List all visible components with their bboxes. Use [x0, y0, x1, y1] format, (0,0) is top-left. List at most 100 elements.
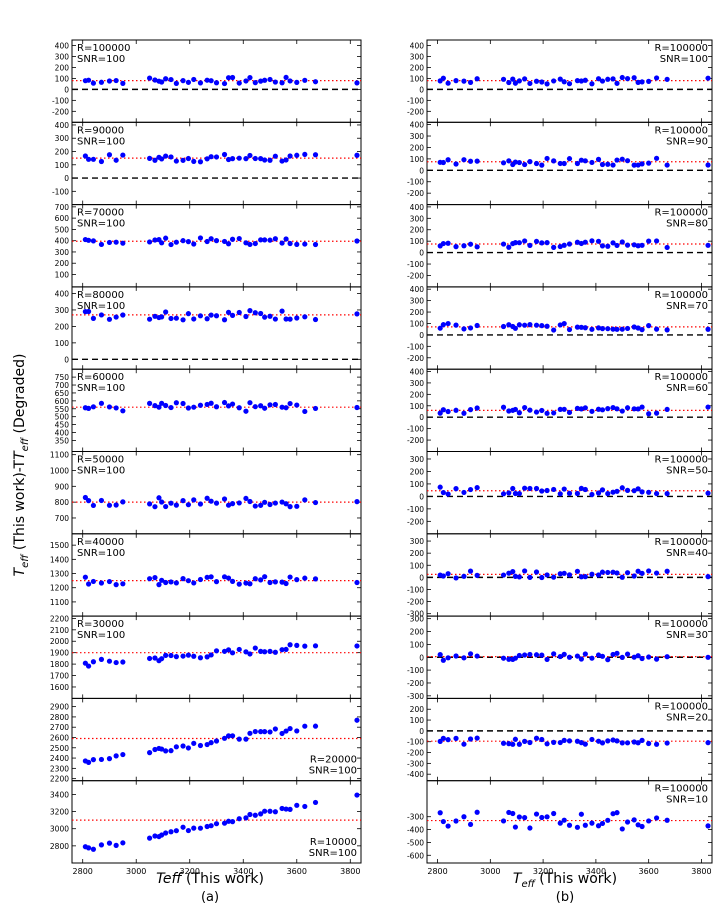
y-tick-label: -100	[52, 187, 69, 196]
data-point	[120, 751, 126, 758]
data-point	[180, 498, 186, 504]
data-point	[595, 738, 602, 744]
data-point	[279, 805, 285, 812]
data-point	[595, 652, 602, 658]
data-point	[90, 846, 97, 852]
y-tick-label: 0	[419, 413, 424, 422]
data-point	[624, 570, 631, 576]
panel-label: R=60000	[77, 372, 124, 383]
data-point	[516, 322, 522, 328]
y-tick-label: 300	[410, 214, 425, 223]
data-point	[461, 573, 467, 579]
data-point	[168, 652, 174, 659]
data-point	[619, 156, 625, 162]
data-point	[213, 80, 220, 86]
panel-label: SNR=50	[666, 466, 708, 477]
data-point	[664, 162, 670, 168]
data-point	[516, 78, 522, 84]
y-tick-label: 0	[419, 166, 424, 175]
data-point	[510, 76, 516, 82]
data-point	[106, 578, 113, 585]
data-point	[229, 312, 236, 318]
data-point	[614, 488, 620, 494]
data-point	[639, 823, 645, 830]
data-point	[98, 842, 105, 848]
data-point	[566, 822, 573, 828]
data-point	[258, 310, 264, 317]
y-tick-label: 200	[55, 322, 70, 331]
data-point	[272, 401, 278, 408]
data-point	[595, 406, 602, 412]
data-point	[646, 411, 652, 417]
data-point	[516, 240, 522, 246]
data-point	[90, 80, 97, 86]
data-point	[294, 802, 300, 808]
y-tick-label: 300	[55, 134, 70, 143]
data-point	[619, 326, 625, 332]
y-tick-label: 300	[410, 297, 425, 306]
y-tick-label: 2600	[50, 733, 69, 742]
data-point	[453, 818, 459, 824]
data-point	[619, 740, 625, 746]
data-point	[267, 237, 273, 243]
data-point	[639, 404, 645, 410]
caption-b: (b)	[556, 890, 574, 905]
data-point	[516, 574, 522, 580]
data-point	[500, 818, 507, 824]
data-point	[258, 648, 264, 654]
data-point	[705, 162, 711, 168]
y-axis-label: Teff (This work)-TTeff (Degraded)	[12, 354, 31, 577]
data-point	[599, 740, 606, 746]
y-tick-label: 1200	[50, 584, 69, 593]
data-point	[582, 741, 588, 747]
data-point	[551, 244, 557, 250]
data-point	[173, 80, 179, 86]
data-point	[163, 402, 169, 409]
data-point	[204, 316, 210, 322]
data-point	[258, 237, 264, 243]
y-tick-label: 2100	[50, 626, 69, 635]
data-point	[243, 649, 249, 655]
data-point	[243, 78, 249, 84]
y-tick-label: 500	[55, 413, 70, 422]
data-point	[354, 152, 360, 158]
data-point	[208, 154, 214, 160]
y-tick-label: 800	[55, 498, 70, 507]
data-point	[354, 643, 360, 649]
panel-label: SNR=100	[309, 766, 357, 777]
data-point	[653, 570, 660, 576]
data-point	[522, 161, 528, 168]
y-tick-label: 2400	[50, 754, 69, 763]
data-point	[221, 496, 228, 502]
data-point	[236, 646, 242, 653]
panel-label: R=40000	[77, 537, 124, 548]
data-point	[283, 646, 289, 653]
data-point	[445, 320, 451, 327]
data-point	[197, 501, 204, 507]
y-tick-label: -200	[52, 107, 69, 116]
data-point	[544, 155, 550, 162]
data-point	[221, 151, 228, 158]
data-point	[445, 408, 451, 415]
data-point	[247, 498, 253, 505]
data-point	[557, 76, 563, 82]
data-point	[354, 499, 360, 505]
data-point	[208, 400, 214, 406]
data-point	[614, 242, 620, 249]
data-point	[173, 502, 179, 508]
data-point	[595, 823, 602, 829]
y-tick-label: 100	[410, 319, 425, 328]
data-point	[445, 655, 451, 661]
data-point	[243, 495, 249, 502]
panel-label: R=100000	[654, 208, 708, 219]
data-point	[639, 79, 645, 85]
data-point	[653, 75, 660, 81]
y-tick-label: 1000	[50, 466, 69, 475]
data-point	[197, 742, 204, 749]
data-point	[113, 842, 119, 848]
data-point	[453, 161, 459, 167]
data-point	[461, 814, 467, 820]
data-point	[294, 728, 300, 734]
data-point	[522, 815, 528, 821]
y-tick-label: -300	[407, 813, 424, 822]
